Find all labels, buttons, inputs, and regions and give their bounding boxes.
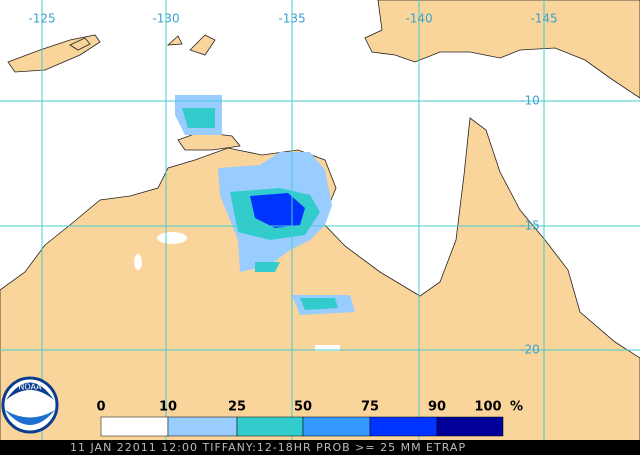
graticule-labels: -125 -130 -135 -140 -145 -10 -15 -20 <box>28 12 557 357</box>
legend-swatch <box>100 416 169 437</box>
longitude-label: -140 <box>405 12 432 26</box>
latitude-label: -10 <box>520 94 540 108</box>
probability-overlay <box>175 95 355 315</box>
longitude-label: -145 <box>530 12 557 26</box>
legend-tick: 90 <box>428 400 446 415</box>
footer-bar <box>0 440 640 455</box>
lakes <box>134 232 340 351</box>
noaa-logo: NOAA <box>1 376 59 434</box>
longitude-label: -130 <box>152 12 179 26</box>
legend-tick: 50 <box>294 400 312 415</box>
legend-swatch <box>369 416 438 437</box>
logo-text: NOAA <box>18 383 42 392</box>
legend: 0 10 25 50 75 90 100% <box>96 400 523 437</box>
legend-tick: 0 <box>96 400 105 415</box>
longitude-label: -135 <box>278 12 305 26</box>
legend-unit: % <box>510 400 523 415</box>
legend-swatch <box>302 416 371 437</box>
legend-tick: 25 <box>228 400 246 415</box>
latitude-label: -15 <box>520 219 540 233</box>
legend-swatch <box>167 416 238 437</box>
latitude-label: -20 <box>520 343 540 357</box>
legend-tick: 100 <box>474 400 501 415</box>
legend-tick: 75 <box>361 400 379 415</box>
footer-text: 11 JAN 22011 12:00 TIFFANY:12-18HR PROB … <box>70 441 466 454</box>
longitude-label: -125 <box>28 12 55 26</box>
legend-swatch <box>236 416 304 437</box>
legend-swatch <box>436 416 504 437</box>
legend-tick: 10 <box>159 400 177 415</box>
